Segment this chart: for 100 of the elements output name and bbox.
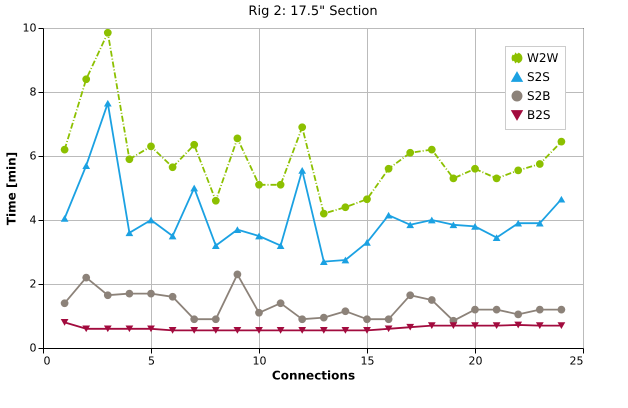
- point: [514, 322, 522, 328]
- chart-title: Rig 2: 17.5" Section: [248, 4, 378, 19]
- y-tick-label: 8: [30, 86, 36, 98]
- point: [384, 212, 392, 219]
- point: [406, 148, 414, 157]
- point: [384, 325, 392, 332]
- point: [298, 327, 306, 334]
- x-tick-label: 5: [148, 354, 155, 368]
- point: [406, 221, 414, 228]
- point: [276, 242, 284, 249]
- y-axis-title: Time [min]: [4, 152, 19, 226]
- point: [82, 274, 90, 282]
- point: [342, 203, 350, 212]
- y-tick-label: 0: [30, 342, 36, 354]
- point: [428, 216, 436, 224]
- y-tick-label: 2: [30, 278, 36, 290]
- point: [234, 226, 242, 233]
- point: [536, 306, 544, 314]
- point: [82, 75, 90, 84]
- point: [190, 184, 198, 192]
- point: [168, 292, 176, 301]
- point: [558, 322, 566, 329]
- point: [190, 315, 198, 324]
- point: [212, 196, 220, 205]
- point: [104, 100, 112, 107]
- point: [234, 270, 242, 278]
- point: [104, 325, 112, 332]
- point: [190, 140, 198, 149]
- point: [82, 325, 90, 332]
- point: [276, 299, 284, 308]
- point: [147, 142, 155, 150]
- point: [168, 327, 176, 334]
- point: [126, 229, 134, 236]
- point: [212, 242, 220, 249]
- point: [342, 327, 350, 334]
- point: [168, 163, 176, 172]
- point: [342, 256, 350, 264]
- point: [104, 291, 112, 300]
- point: [60, 319, 68, 326]
- point: [558, 138, 566, 146]
- y-tick-label: 10: [22, 22, 36, 34]
- point: [363, 239, 371, 246]
- point: [471, 164, 479, 173]
- y-tick-label: 4: [30, 214, 36, 226]
- point: [428, 322, 436, 329]
- point: [126, 290, 134, 298]
- point: [471, 306, 479, 314]
- point: [363, 315, 371, 324]
- point: [492, 306, 500, 314]
- point: [212, 327, 220, 334]
- point: [492, 234, 500, 241]
- point: [82, 162, 90, 169]
- point: [558, 196, 566, 203]
- point: [384, 315, 392, 324]
- point: [536, 220, 544, 227]
- x-tick-label: 10: [252, 354, 266, 368]
- point: [147, 290, 155, 298]
- y-tick-label: 6: [30, 150, 36, 162]
- point: [234, 327, 242, 334]
- point: [255, 327, 263, 334]
- point: [255, 232, 263, 240]
- x-tick-label: 15: [360, 354, 374, 368]
- point: [428, 296, 436, 304]
- point: [255, 308, 263, 317]
- point: [536, 160, 544, 168]
- point: [450, 322, 458, 329]
- point: [320, 210, 328, 218]
- point: [298, 315, 306, 324]
- point: [492, 322, 500, 329]
- point: [276, 180, 284, 189]
- point: [298, 167, 306, 174]
- point: [384, 164, 392, 173]
- point: [514, 166, 522, 174]
- point: [342, 307, 350, 316]
- point: [363, 195, 371, 204]
- point: [60, 146, 68, 154]
- legend-label: W2W: [527, 51, 558, 65]
- point: [255, 180, 263, 189]
- point: [104, 28, 112, 37]
- legend-label: S2B: [527, 89, 550, 103]
- point: [492, 174, 500, 182]
- point: [147, 216, 155, 224]
- point: [514, 310, 522, 318]
- point: [406, 324, 414, 331]
- point: [320, 327, 328, 334]
- x-axis-title: Connections: [272, 368, 356, 382]
- point: [126, 325, 134, 332]
- point: [298, 123, 306, 132]
- point: [190, 327, 198, 334]
- legend-label: B2S: [527, 108, 550, 122]
- point: [471, 322, 479, 329]
- point: [147, 325, 155, 332]
- point: [450, 174, 458, 182]
- point: [363, 327, 371, 334]
- point: [428, 146, 436, 154]
- point: [126, 155, 134, 164]
- point: [320, 314, 328, 322]
- point: [60, 299, 68, 308]
- x-tick-label: 0: [44, 354, 50, 368]
- point: [450, 221, 458, 228]
